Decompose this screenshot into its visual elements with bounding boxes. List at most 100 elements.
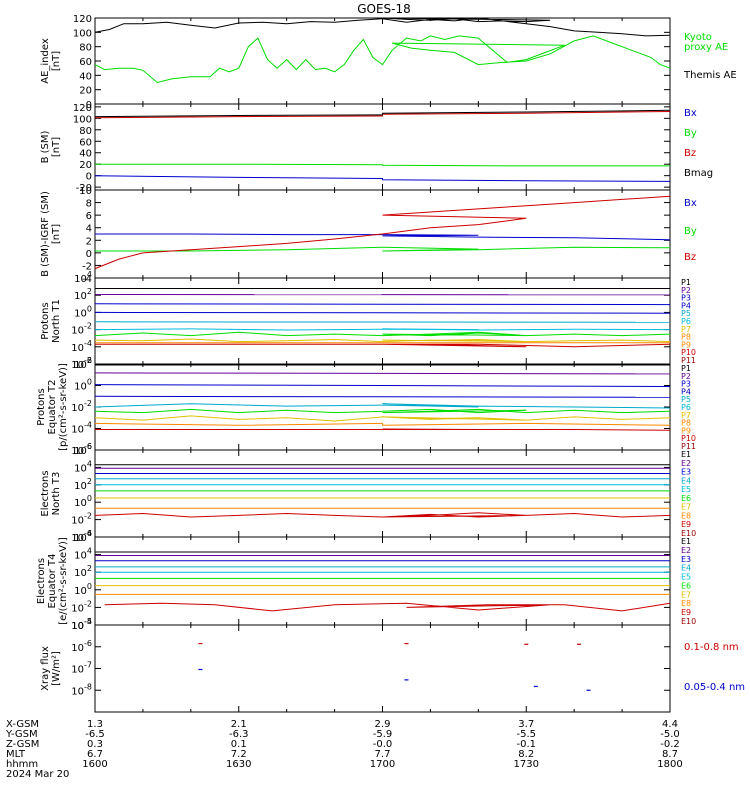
y-axis-label: [nT] xyxy=(51,137,62,157)
series-line xyxy=(95,338,670,343)
series-line xyxy=(95,384,670,387)
footer-value: -0.0 xyxy=(373,739,393,750)
legend-entry: P4 xyxy=(681,301,691,310)
footer-value: 2.9 xyxy=(375,719,391,730)
footer-row-label: 2024 Mar 20 xyxy=(6,769,69,780)
legend-entry: P9 xyxy=(681,340,691,349)
series-line xyxy=(95,428,670,431)
legend-entry: proxy AE xyxy=(684,42,728,53)
series-line xyxy=(95,233,670,241)
legend-entry: P6 xyxy=(681,317,691,326)
legend-entry: Themis AE xyxy=(683,70,737,81)
y-tick-label: 100 xyxy=(74,582,92,597)
legend-entry: P5 xyxy=(681,395,691,404)
y-tick-label: 10-8 xyxy=(71,682,92,697)
legend-entry: Bz xyxy=(684,252,696,263)
series-line xyxy=(95,18,670,37)
y-tick-label: 10-6 xyxy=(71,442,92,457)
legend-entry: By xyxy=(684,226,697,237)
series-group xyxy=(95,464,670,518)
legend-entry: Bx xyxy=(684,198,697,209)
y-axis-label: Equator T4 xyxy=(47,554,58,609)
y-axis-label: B (SM) xyxy=(40,130,51,163)
y-tick-label: 106 xyxy=(74,529,92,544)
series-line xyxy=(95,163,670,167)
series-line xyxy=(95,328,670,331)
y-tick-label: 20 xyxy=(79,86,92,97)
y-tick-label: 100 xyxy=(73,114,92,125)
legend-entry: P10 xyxy=(681,348,696,357)
series-line xyxy=(95,35,670,84)
y-tick-label: 10-2 xyxy=(71,322,92,337)
legend-entry: E1 xyxy=(681,450,691,459)
y-tick-label: 10-6 xyxy=(71,639,92,654)
legend-entry: P4 xyxy=(681,387,691,396)
series-line xyxy=(95,246,670,252)
y-tick-label: 10-6 xyxy=(71,356,92,371)
y-tick-label: 80 xyxy=(79,43,92,54)
series-group xyxy=(95,551,670,612)
legend-entry: E7 xyxy=(681,503,691,512)
series-group xyxy=(95,195,670,270)
legend-entry: By xyxy=(684,128,697,139)
legend-entry: P2 xyxy=(681,286,691,295)
footer-value: 1700 xyxy=(370,759,395,770)
legend-entry: E2 xyxy=(681,546,691,555)
y-tick-label: 10-2 xyxy=(71,512,92,527)
y-tick-label: 2 xyxy=(86,236,92,247)
series-line xyxy=(95,512,670,518)
footer-value: -0.2 xyxy=(660,739,680,750)
plot-title: GOES-18 xyxy=(357,2,411,16)
legend-entry: E3 xyxy=(681,468,691,477)
legend-entry: E9 xyxy=(681,520,691,529)
panel-frame xyxy=(94,277,671,365)
legend-entry: E9 xyxy=(681,608,691,617)
panel-frame xyxy=(94,449,671,538)
y-axis-label: Electrons xyxy=(36,558,47,604)
y-tick-label: 80 xyxy=(79,126,92,137)
panel-3: -4 -20 24 68 10 B (SM)-IGRF (SM) [nT] Bx By Bz xyxy=(40,186,697,285)
legend-entry: E5 xyxy=(681,573,691,582)
footer-value: 7.7 xyxy=(375,749,391,760)
legend-entry: E6 xyxy=(681,581,691,590)
y-tick-label: 100 xyxy=(74,378,92,393)
footer-value: -5.9 xyxy=(373,729,393,740)
y-axis-label: AE_index xyxy=(40,38,51,84)
legend-entry: E4 xyxy=(681,476,691,485)
legend-entry: P10 xyxy=(681,434,696,443)
y-tick-label: 60 xyxy=(79,137,92,148)
y-tick-label: 10-7 xyxy=(71,661,92,676)
legend-entry: P3 xyxy=(681,380,691,389)
legend-entry: P6 xyxy=(681,403,691,412)
legend-entry: P8 xyxy=(681,333,691,342)
legend-entry: P7 xyxy=(681,325,691,334)
legend-entry: E3 xyxy=(681,555,691,564)
y-tick-label: 100 xyxy=(74,304,92,319)
footer-value: -5.5 xyxy=(516,729,536,740)
series-line xyxy=(95,303,670,306)
y-tick-label: 10-2 xyxy=(71,599,92,614)
y-tick-label: 104 xyxy=(74,270,92,285)
footer-value: 1800 xyxy=(657,759,682,770)
y-axis-label: North T3 xyxy=(51,472,62,516)
panel-frame xyxy=(94,536,671,626)
footer-value: 3.7 xyxy=(518,719,534,730)
footer-value: 0.1 xyxy=(231,739,247,750)
y-tick-label: 102 xyxy=(74,477,92,492)
footer-value: 7.2 xyxy=(231,749,247,760)
series-line xyxy=(104,602,670,612)
panel-frame xyxy=(94,624,671,713)
series-line xyxy=(95,321,670,323)
footer-value: 2.1 xyxy=(231,719,247,730)
series-line xyxy=(95,408,670,414)
series-line xyxy=(95,343,670,348)
y-axis-label: North T1 xyxy=(51,299,62,343)
footer-value: 6.7 xyxy=(87,749,103,760)
legend-entry: P11 xyxy=(681,442,696,451)
y-tick-label: 10-4 xyxy=(71,617,92,632)
